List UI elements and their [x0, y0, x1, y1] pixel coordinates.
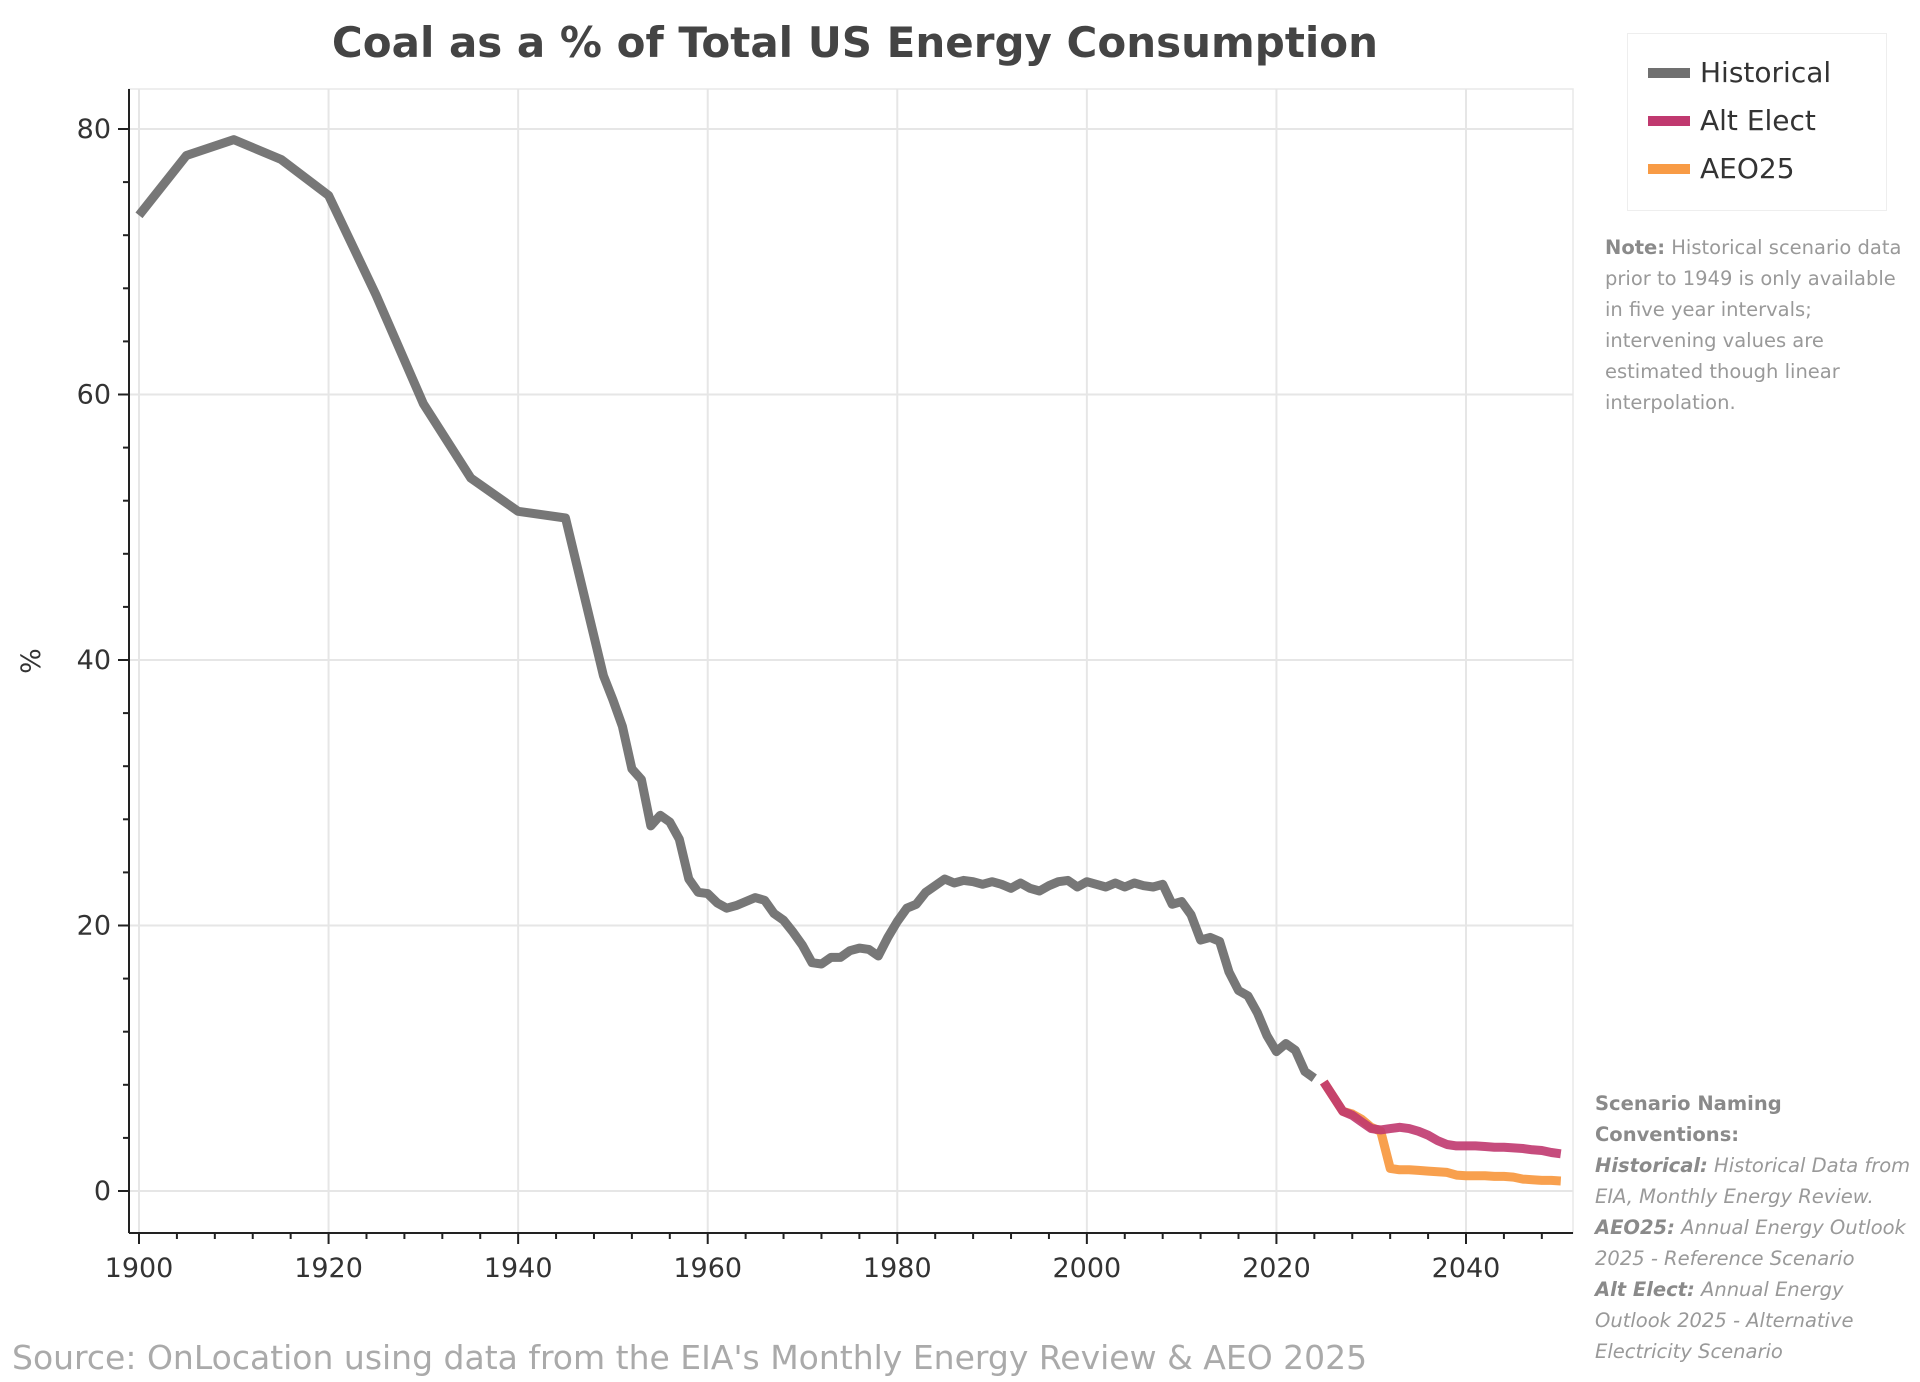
- convention-label: Historical:: [1595, 1154, 1708, 1177]
- conventions-heading: Scenario Naming Conventions:: [1595, 1092, 1782, 1146]
- x-tick-label: 2020: [1242, 1253, 1311, 1284]
- y-tick-label: 40: [77, 645, 111, 676]
- convention-text: Annual Energy Outlook 2025 - Alternative…: [1595, 1278, 1854, 1363]
- x-tick-label: 1900: [105, 1253, 174, 1284]
- legend-label: Alt Elect: [1700, 104, 1816, 137]
- legend-item-alt-elect: Alt Elect: [1648, 104, 1816, 137]
- convention-label: AEO25:: [1595, 1216, 1675, 1239]
- convention-alt-elect: Alt Elect: Annual Energy Outlook 2025 - …: [1595, 1274, 1920, 1367]
- convention-label: Alt Elect:: [1595, 1278, 1695, 1301]
- series-line-aeo25: [1320, 1079, 1562, 1186]
- y-axis-label: %: [16, 648, 47, 674]
- legend-swatch: [1648, 67, 1690, 78]
- note-label: Note:: [1605, 236, 1666, 259]
- legend: Historical Alt Elect AEO25: [1627, 33, 1887, 211]
- y-tick-label: 60: [77, 380, 111, 411]
- y-tick-label: 0: [94, 1176, 111, 1207]
- scenario-conventions: Scenario Naming Conventions: Historical:…: [1595, 1088, 1920, 1367]
- source-caption: Source: OnLocation using data from the E…: [12, 1338, 1368, 1377]
- convention-text: Annual Energy Outlook 2025 - Reference S…: [1595, 1216, 1906, 1270]
- x-tick-label: 1920: [294, 1253, 363, 1284]
- x-tick-label: 2000: [1052, 1253, 1121, 1284]
- x-tick-label: 1940: [484, 1253, 553, 1284]
- note: Note: Historical scenario data prior to …: [1605, 232, 1915, 418]
- legend-item-aeo25: AEO25: [1648, 152, 1795, 185]
- series-line-historical: [135, 135, 1317, 1082]
- legend-swatch: [1648, 163, 1690, 174]
- x-tick-label: 1980: [863, 1253, 932, 1284]
- x-tick-label: 2040: [1432, 1253, 1501, 1284]
- y-tick-label: 80: [77, 114, 111, 145]
- legend-label: Historical: [1700, 56, 1832, 89]
- convention-historical: Historical: Historical Data from EIA, Mo…: [1595, 1150, 1920, 1212]
- chart-title: Coal as a % of Total US Energy Consumpti…: [331, 18, 1379, 67]
- legend-swatch: [1648, 115, 1690, 126]
- legend-item-historical: Historical: [1648, 56, 1831, 89]
- y-tick-label: 20: [77, 911, 111, 942]
- convention-aeo25: AEO25: Annual Energy Outlook 2025 - Refe…: [1595, 1212, 1920, 1274]
- note-text: Historical scenario data prior to 1949 i…: [1605, 236, 1902, 414]
- x-tick-label: 1960: [673, 1253, 742, 1284]
- series-line-alt-elect: [1320, 1079, 1562, 1159]
- convention-text: Historical Data from EIA, Monthly Energy…: [1595, 1154, 1911, 1208]
- legend-label: AEO25: [1700, 152, 1795, 185]
